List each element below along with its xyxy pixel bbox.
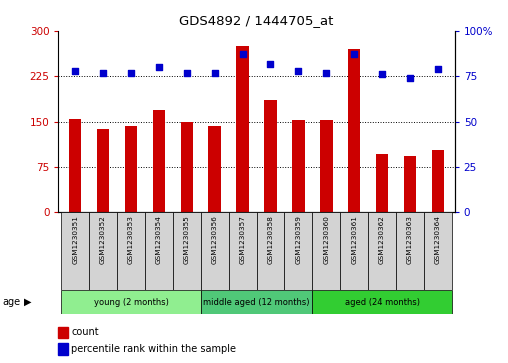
Bar	[117, 212, 145, 290]
Text: GSM1230356: GSM1230356	[212, 216, 218, 264]
Text: GSM1230361: GSM1230361	[351, 216, 357, 264]
Text: GSM1230357: GSM1230357	[240, 216, 245, 264]
Bar	[396, 212, 424, 290]
Point	[183, 70, 191, 76]
Bar	[284, 212, 312, 290]
Bar	[145, 212, 173, 290]
Bar	[124, 126, 137, 212]
Bar	[348, 49, 361, 212]
Text: GSM1230351: GSM1230351	[72, 216, 78, 264]
Bar	[69, 119, 81, 212]
Bar	[404, 156, 416, 212]
Point	[71, 68, 79, 74]
Bar	[61, 290, 201, 314]
Bar	[424, 212, 452, 290]
Text: ▶: ▶	[24, 297, 32, 307]
Point	[266, 61, 274, 66]
Bar	[340, 212, 368, 290]
Text: percentile rank within the sample: percentile rank within the sample	[71, 344, 236, 354]
Point	[434, 66, 442, 72]
Bar	[201, 212, 229, 290]
Text: GSM1230360: GSM1230360	[323, 216, 329, 264]
Bar	[312, 212, 340, 290]
Bar	[320, 120, 333, 212]
Bar	[376, 154, 389, 212]
Point	[155, 64, 163, 70]
Text: GSM1230358: GSM1230358	[268, 216, 273, 264]
Text: aged (24 months): aged (24 months)	[344, 298, 420, 307]
Text: GSM1230363: GSM1230363	[407, 216, 413, 264]
Point	[211, 70, 219, 76]
Bar	[180, 122, 193, 212]
Text: GDS4892 / 1444705_at: GDS4892 / 1444705_at	[179, 15, 334, 28]
Point	[127, 70, 135, 76]
Point	[322, 70, 330, 76]
Bar	[201, 290, 312, 314]
Text: GSM1230355: GSM1230355	[184, 216, 190, 264]
Point	[239, 52, 247, 57]
Bar	[152, 110, 165, 212]
Bar	[264, 101, 277, 212]
Bar	[236, 46, 249, 212]
Text: young (2 months): young (2 months)	[93, 298, 169, 307]
Text: GSM1230359: GSM1230359	[295, 216, 301, 264]
Bar	[368, 212, 396, 290]
Bar	[89, 212, 117, 290]
Text: GSM1230362: GSM1230362	[379, 216, 385, 264]
Text: GSM1230354: GSM1230354	[156, 216, 162, 264]
Bar	[229, 212, 257, 290]
Text: GSM1230352: GSM1230352	[100, 216, 106, 264]
Point	[99, 70, 107, 76]
Point	[406, 75, 414, 81]
Bar	[312, 290, 452, 314]
Text: GSM1230353: GSM1230353	[128, 216, 134, 264]
Bar	[173, 212, 201, 290]
Text: age: age	[3, 297, 21, 307]
Point	[350, 52, 358, 57]
Bar	[97, 129, 109, 212]
Text: GSM1230364: GSM1230364	[435, 216, 441, 264]
Bar	[208, 126, 221, 212]
Text: count: count	[71, 327, 99, 337]
Point	[378, 72, 386, 77]
Bar	[292, 120, 305, 212]
Point	[294, 68, 302, 74]
Bar	[432, 150, 444, 212]
Bar	[257, 212, 284, 290]
Bar	[61, 212, 89, 290]
Text: middle aged (12 months): middle aged (12 months)	[203, 298, 310, 307]
